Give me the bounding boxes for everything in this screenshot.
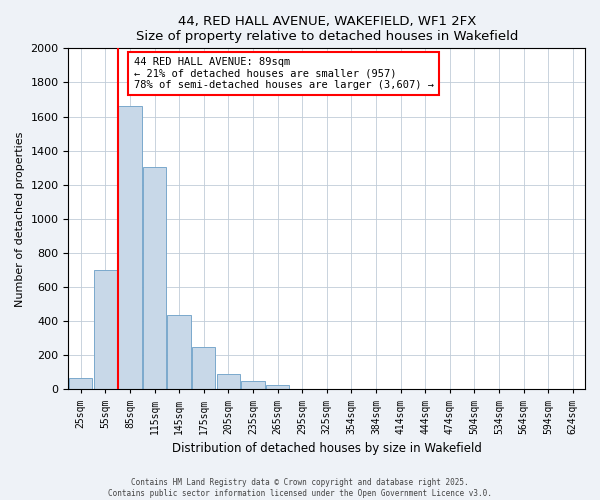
Y-axis label: Number of detached properties: Number of detached properties xyxy=(15,131,25,306)
Bar xyxy=(266,385,289,390)
Bar xyxy=(241,381,265,390)
Title: 44, RED HALL AVENUE, WAKEFIELD, WF1 2FX
Size of property relative to detached ho: 44, RED HALL AVENUE, WAKEFIELD, WF1 2FX … xyxy=(136,15,518,43)
Bar xyxy=(167,315,191,390)
Text: 44 RED HALL AVENUE: 89sqm
← 21% of detached houses are smaller (957)
78% of semi: 44 RED HALL AVENUE: 89sqm ← 21% of detac… xyxy=(134,57,434,90)
Bar xyxy=(217,374,240,390)
Bar xyxy=(192,347,215,390)
Text: Contains HM Land Registry data © Crown copyright and database right 2025.
Contai: Contains HM Land Registry data © Crown c… xyxy=(108,478,492,498)
Bar xyxy=(94,270,117,390)
Bar xyxy=(143,167,166,390)
X-axis label: Distribution of detached houses by size in Wakefield: Distribution of detached houses by size … xyxy=(172,442,482,455)
Bar xyxy=(69,378,92,390)
Bar xyxy=(118,106,142,390)
